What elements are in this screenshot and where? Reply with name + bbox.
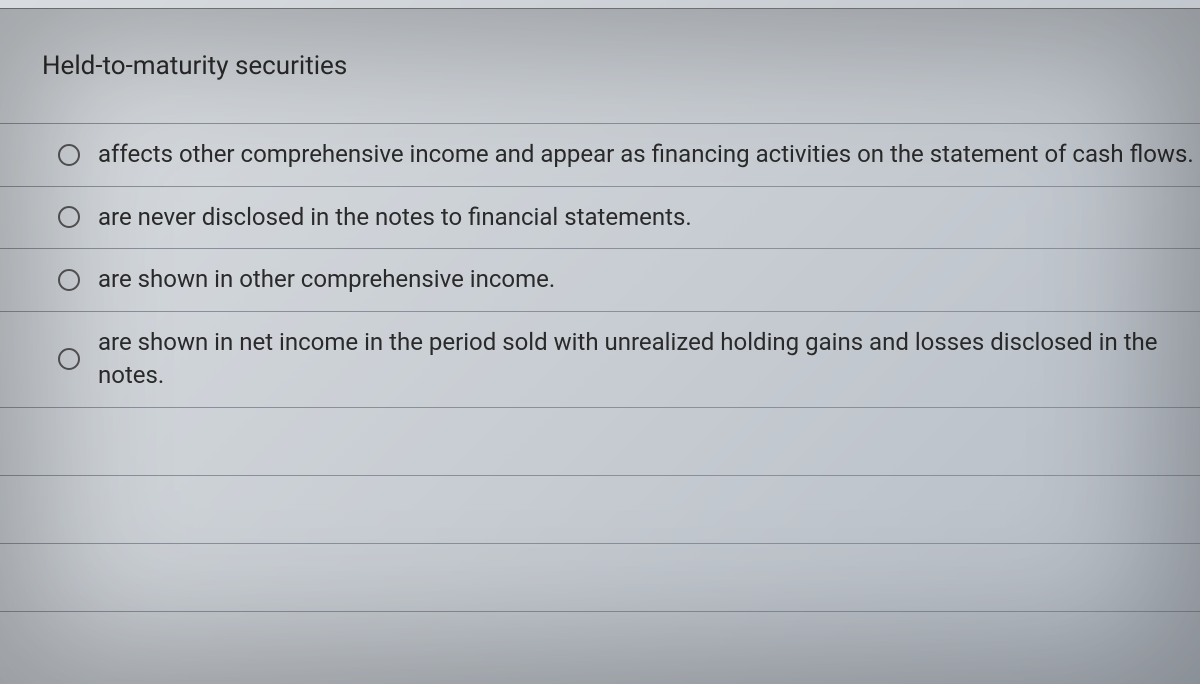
option-text-0: affects other comprehensive income and a… [98, 138, 1194, 172]
radio-icon[interactable] [58, 144, 80, 166]
empty-row [0, 408, 1200, 476]
option-row-2[interactable]: are shown in other comprehensive income. [0, 248, 1200, 311]
option-text-2: are shown in other comprehensive income. [98, 263, 555, 297]
empty-rows [0, 408, 1200, 612]
radio-icon[interactable] [58, 348, 80, 370]
radio-icon[interactable] [58, 206, 80, 228]
option-text-1: are never disclosed in the notes to fina… [98, 201, 692, 235]
radio-icon[interactable] [58, 269, 80, 291]
option-row-3[interactable]: are shown in net income in the period so… [0, 311, 1200, 408]
empty-row [0, 476, 1200, 544]
quiz-panel: Held-to-maturity securities affects othe… [0, 8, 1200, 612]
option-text-3: are shown in net income in the period so… [98, 326, 1200, 393]
option-row-0[interactable]: affects other comprehensive income and a… [0, 123, 1200, 186]
empty-row [0, 544, 1200, 612]
question-prompt: Held-to-maturity securities [0, 9, 1200, 123]
option-row-1[interactable]: are never disclosed in the notes to fina… [0, 186, 1200, 249]
options-list: affects other comprehensive income and a… [0, 123, 1200, 408]
